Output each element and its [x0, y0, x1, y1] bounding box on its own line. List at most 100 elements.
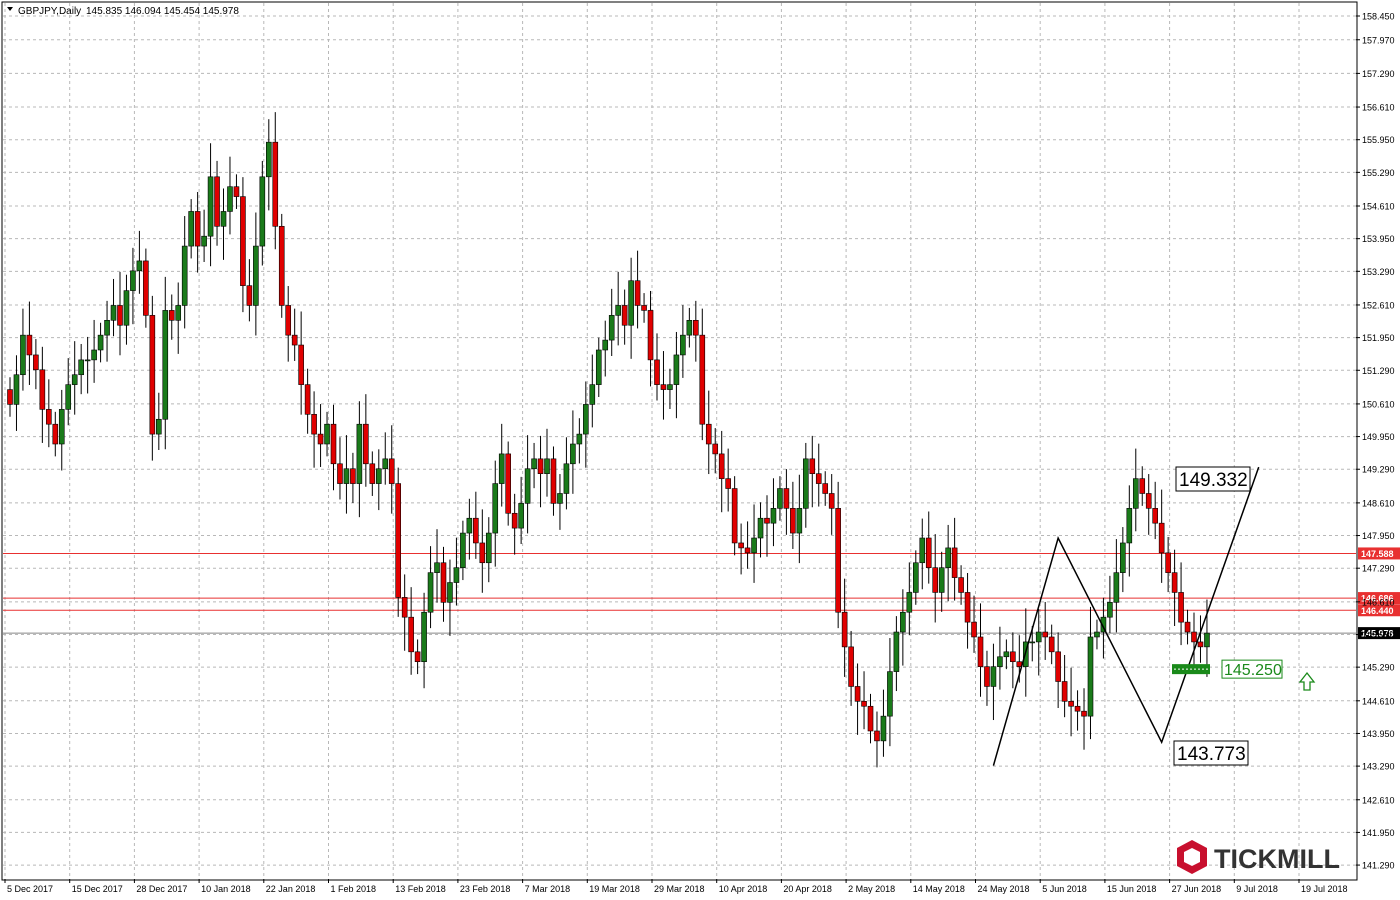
annotation-low: 143.773	[1177, 744, 1246, 765]
bull-candle	[803, 458, 809, 509]
bear-candle	[511, 512, 518, 529]
y-tick-label: 153.290	[1362, 267, 1395, 277]
bull-candle	[518, 503, 524, 529]
bear-candle	[143, 260, 149, 316]
bear-candle	[369, 463, 376, 484]
bull-candle	[375, 468, 382, 484]
bear-candle	[1055, 651, 1061, 682]
level-price-tag	[1358, 592, 1400, 605]
bull-candle	[427, 572, 434, 613]
bear-candle	[861, 700, 867, 707]
header-ohlc: 145.835 146.094 145.454 145.978	[86, 6, 239, 17]
x-tick-label: 10 Apr 2018	[719, 884, 768, 894]
annotation-box-high	[1175, 466, 1251, 492]
bear-candle	[634, 280, 641, 306]
candlestick-series	[7, 112, 1210, 768]
bull-candle	[900, 611, 906, 633]
bear-candle	[285, 305, 292, 336]
bull-candle	[460, 532, 466, 568]
bull-candle	[628, 280, 634, 326]
y-tick-label: 145.950	[1362, 630, 1395, 640]
y-tick-label: 150.610	[1362, 399, 1395, 409]
tickmill-logo: TICKMILL	[1177, 840, 1340, 874]
bear-candle	[1178, 592, 1184, 623]
bear-candle	[408, 616, 414, 653]
bull-candle	[1120, 542, 1126, 573]
bull-candle	[421, 611, 427, 663]
x-tick-label: 19 Jul 2018	[1301, 884, 1348, 894]
x-tick-label: 10 Jan 2018	[201, 884, 251, 894]
x-tick-label: 5 Jun 2018	[1042, 884, 1087, 894]
bear-candle	[440, 562, 447, 603]
bull-candle	[570, 443, 576, 465]
bear-candle	[958, 577, 964, 593]
y-tick-label: 147.950	[1362, 531, 1395, 541]
bull-candle	[557, 493, 563, 504]
bull-candle	[130, 270, 136, 291]
bear-candle	[1191, 631, 1197, 643]
bear-candle	[654, 359, 660, 385]
bull-candle	[997, 656, 1003, 667]
bear-candle	[621, 305, 628, 326]
bull-candle	[1003, 651, 1010, 658]
bear-candle	[783, 488, 790, 509]
bull-candle	[1113, 572, 1120, 603]
bear-candle	[473, 517, 479, 544]
bear-candle	[971, 621, 977, 638]
bear-candle	[867, 705, 874, 732]
bear-candle	[39, 369, 46, 410]
y-tick-label: 154.610	[1362, 202, 1395, 212]
bear-candle	[33, 354, 39, 371]
bull-candle	[201, 235, 207, 247]
x-tick-label: 29 Mar 2018	[654, 884, 705, 894]
y-tick-label: 149.950	[1362, 432, 1395, 442]
bull-candle	[324, 423, 330, 445]
bear-candle	[1184, 621, 1191, 633]
bear-candle	[725, 478, 731, 489]
bear-candle	[744, 547, 751, 554]
bear-candle	[712, 443, 719, 455]
bear-candle	[117, 305, 123, 326]
y-tick-label: 149.290	[1362, 465, 1395, 475]
bull-candle	[123, 290, 130, 326]
horizontal-levels: 147.588 146.686 146.440 145.978	[3, 547, 1400, 640]
bear-candle	[291, 334, 298, 346]
bear-candle	[194, 211, 201, 247]
annotations: 149.332 143.773 145.250	[1172, 466, 1316, 766]
bull-candle	[253, 245, 259, 306]
bear-candle	[815, 473, 822, 484]
y-axis: 158.450 157.970 157.290 156.610 155.950 155.2…	[1356, 12, 1395, 871]
bear-candle	[52, 423, 59, 445]
bull-candle	[65, 384, 72, 410]
bull-candle	[673, 354, 680, 385]
bull-candle	[492, 483, 499, 534]
bear-candle	[874, 730, 880, 742]
level-price-label: 146.440	[1361, 606, 1394, 616]
bull-candle	[447, 582, 453, 603]
bull-candle	[382, 458, 389, 470]
bear-candle	[149, 315, 156, 435]
bull-candle	[576, 433, 583, 445]
bull-candle	[531, 458, 537, 470]
bear-candle	[414, 651, 421, 663]
bull-candle	[110, 305, 117, 321]
x-tick-label: 15 Jun 2018	[1107, 884, 1157, 894]
bear-candle	[246, 285, 253, 306]
bull-candle	[893, 631, 900, 672]
zigzag-lines	[992, 466, 1260, 766]
bear-candle	[330, 423, 337, 465]
x-tick-label: 28 Dec 2017	[136, 884, 187, 894]
bear-candle	[647, 310, 654, 361]
x-tick-label: 22 Jan 2018	[266, 884, 316, 894]
bull-candle	[595, 349, 602, 385]
bull-candle	[1087, 636, 1094, 717]
y-tick-label: 155.290	[1362, 168, 1395, 178]
bear-candle	[350, 468, 356, 484]
bear-candle	[693, 320, 699, 336]
x-tick-label: 9 Jul 2018	[1236, 884, 1278, 894]
annotation-high: 149.332	[1179, 470, 1248, 491]
bull-candle	[919, 537, 926, 564]
bear-candle	[240, 196, 246, 286]
bear-candle	[46, 409, 52, 425]
x-tick-label: 19 Mar 2018	[589, 884, 640, 894]
